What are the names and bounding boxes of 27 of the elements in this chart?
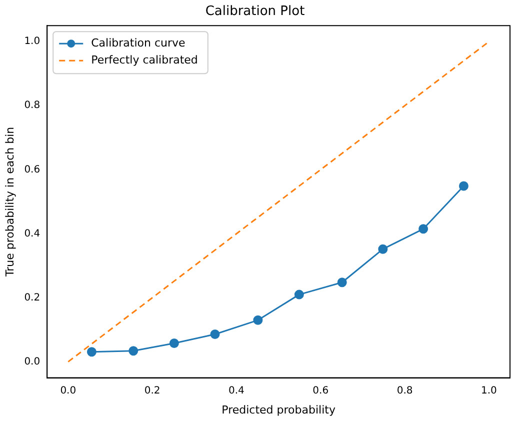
point [253,315,263,325]
chart-title: Calibration Plot [205,4,305,20]
point [337,278,347,288]
point [458,181,468,191]
y-tick-label: 0.0 [24,356,40,368]
point [294,290,304,300]
x-tick-label: 0.2 [144,385,160,396]
x-axis-title: Predicted probability [222,403,336,416]
point [86,347,96,357]
x-tick-label: 0.0 [60,385,76,396]
point [418,224,428,234]
y-tick-label: 0.8 [24,100,40,112]
y-tick-label: 0.4 [24,228,40,240]
point [128,346,138,356]
point [169,338,179,348]
y-axis-title: True probability in each bin [3,126,16,278]
x-tick-label: 1.0 [481,385,497,396]
y-tick-label: 0.6 [24,164,40,176]
y-tick-label: 0.2 [24,292,40,304]
x-tick-label: 0.4 [228,385,244,396]
y-tick-label: 1.0 [24,36,40,48]
legend-label: Perfectly calibrated [91,53,198,66]
point [378,244,388,254]
legend-label: Calibration curve [91,36,186,50]
x-tick-label: 0.8 [396,385,413,396]
x-tick-label: 0.6 [312,385,329,396]
point [210,330,220,340]
